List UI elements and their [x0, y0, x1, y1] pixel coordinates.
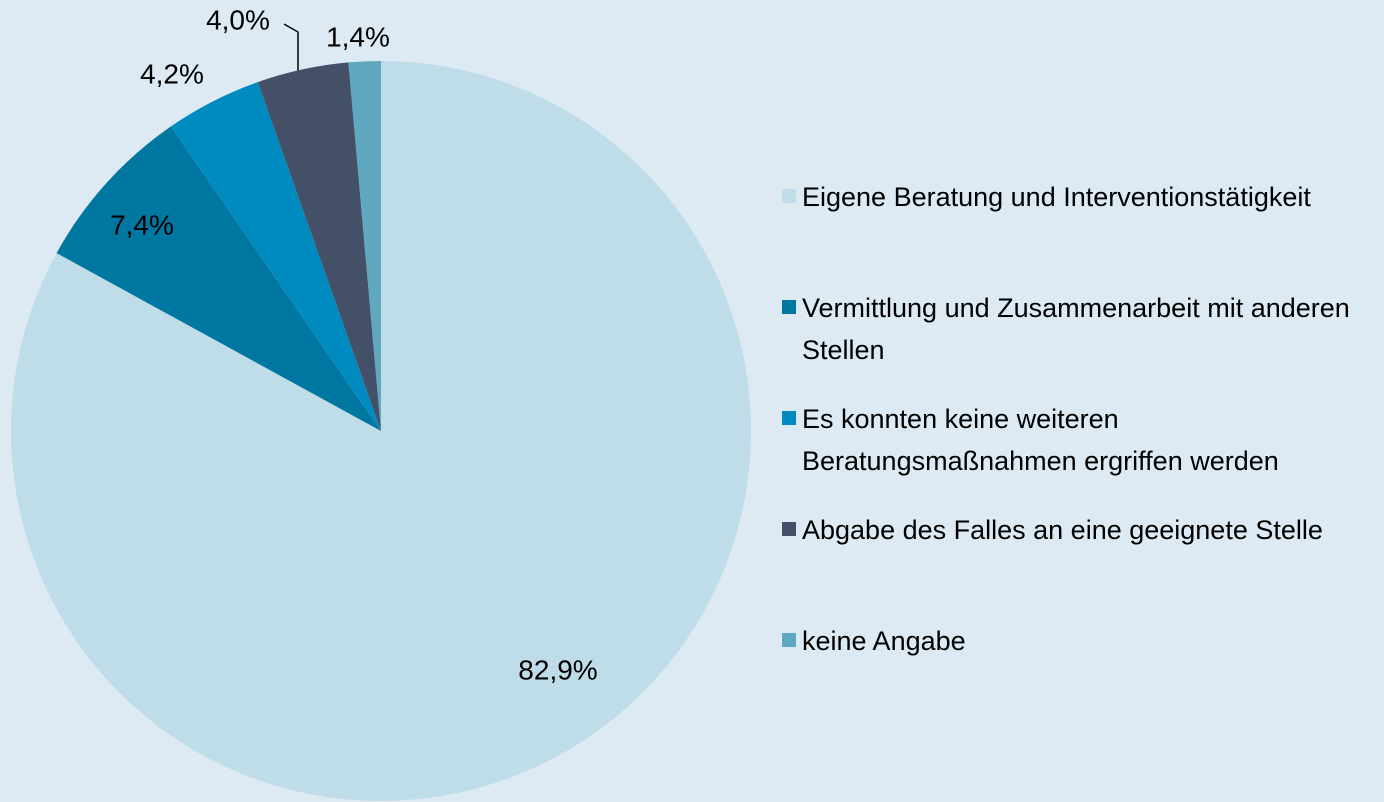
legend-entry: keine Angabe [782, 620, 1382, 731]
pie-slice [348, 61, 381, 431]
legend-entry: Eigene Beratung und Interventionstätigke… [782, 176, 1382, 287]
legend-label: keine Angabe [802, 626, 966, 656]
data-label: 4,2% [140, 58, 204, 89]
legend-entry: Es konnten keine weiteren Beratungsmaßna… [782, 398, 1382, 509]
legend-entry: Abgabe des Falles an eine geeignete Stel… [782, 509, 1382, 620]
legend-swatch [782, 411, 796, 425]
legend-label: Abgabe des Falles an eine geeignete Stel… [802, 515, 1323, 545]
legend-swatch [782, 522, 796, 536]
legend-label: Vermittlung und Zusammenarbeit mit ander… [802, 293, 1350, 365]
legend-swatch [782, 189, 796, 203]
pie-slice [257, 62, 381, 431]
pie-slice [170, 82, 381, 431]
data-label: 82,9% [518, 654, 597, 685]
legend-entry: Vermittlung und Zusammenarbeit mit ander… [782, 287, 1382, 398]
legend-swatch [782, 300, 796, 314]
data-label: 4,0% [206, 4, 270, 35]
pie-slice [10, 61, 751, 801]
legend-swatch [782, 633, 796, 647]
data-label: 7,4% [110, 209, 174, 240]
legend-label: Eigene Beratung und Interventionstätigke… [802, 182, 1311, 212]
chart: 82,9% 7,4% 4,2%4,0% 1,4% [10, 4, 751, 801]
pie-slice [56, 126, 381, 431]
leader-line [283, 23, 299, 72]
legend: Eigene Beratung und Interventionstätigke… [782, 176, 1382, 731]
legend-label: Es konnten keine weiteren Beratungsmaßna… [802, 404, 1279, 476]
data-label: 1,4% [326, 21, 390, 52]
